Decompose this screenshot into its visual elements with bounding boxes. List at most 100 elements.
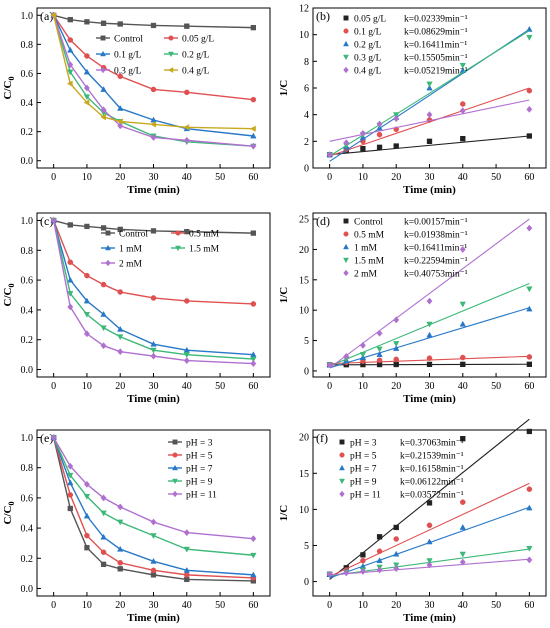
legend-entry: pH = 5 k=0.21539min⁻¹ xyxy=(339,452,464,462)
data-point xyxy=(343,569,350,577)
data-point xyxy=(426,84,433,91)
data-point xyxy=(117,73,123,80)
x-tick-label: 10 xyxy=(358,600,368,611)
series-line xyxy=(52,220,254,356)
data-point xyxy=(100,549,107,556)
data-point xyxy=(376,557,383,564)
data-point xyxy=(526,428,533,435)
x-tick-label: 40 xyxy=(458,172,468,183)
legend-entry: pH = 9 xyxy=(168,478,213,488)
data-point xyxy=(359,129,366,137)
y-tick-label: 1.0 xyxy=(21,433,34,444)
panel-label: (c) xyxy=(40,214,53,228)
chart-panel-b: 0 10 20 30 40 50 60 0 2 4 6 8 10 12 Time (min) 1/C (b) 0.… xyxy=(278,4,547,196)
legend-label: 0.3 g/L xyxy=(114,67,142,77)
data-point xyxy=(83,297,91,304)
data-point xyxy=(150,121,156,128)
legend-label: 0.1 g/L xyxy=(114,51,142,61)
x-tick-label: 20 xyxy=(115,600,125,611)
data-point xyxy=(249,125,256,132)
data-point xyxy=(150,533,157,540)
data-point xyxy=(250,142,257,150)
legend-label: Control xyxy=(114,35,143,45)
data-point xyxy=(117,560,123,566)
panel-label: (a) xyxy=(40,9,53,23)
x-tick-label: 40 xyxy=(458,381,468,392)
fit-line xyxy=(329,135,530,156)
data-point xyxy=(83,480,90,488)
y-tick-label: 0 xyxy=(304,577,309,588)
data-point xyxy=(117,122,124,130)
legend-marker xyxy=(343,15,349,21)
legend-entry: 1 mM k=0.16411min⁻¹ xyxy=(343,244,467,254)
data-point xyxy=(526,25,533,32)
y-tick-label: 0.4 xyxy=(21,98,34,109)
legend-k-label: k=0.16158min⁻¹ xyxy=(400,465,464,475)
x-tick-label: 0 xyxy=(327,381,332,392)
y-tick-label: 15 xyxy=(299,469,309,480)
data-point xyxy=(184,298,190,304)
x-axis-label: Time (min) xyxy=(127,612,180,624)
data-point xyxy=(150,340,157,347)
data-point xyxy=(250,356,257,363)
x-axis-label: Time (min) xyxy=(403,612,456,624)
legend-marker xyxy=(172,490,178,498)
data-point xyxy=(117,545,124,552)
x-tick-label: 20 xyxy=(391,172,401,183)
legend-marker xyxy=(339,490,345,498)
series-line xyxy=(52,437,254,582)
legend-label: 0.5 mM xyxy=(189,230,220,240)
x-tick-label: 20 xyxy=(391,381,401,392)
legend-label: pH = 5 xyxy=(350,452,377,462)
y-tick-label: 0.2 xyxy=(21,335,34,346)
series-3 xyxy=(50,11,257,139)
legend-entry: pH = 7 k=0.16158min⁻¹ xyxy=(339,465,464,475)
data-point xyxy=(100,342,107,350)
legend-k-label: k=0.03572min⁻¹ xyxy=(400,491,464,501)
legend-marker xyxy=(175,245,181,252)
legend-marker xyxy=(172,452,178,458)
legend-entry: pH = 9 k=0.06122min⁻¹ xyxy=(339,478,464,488)
data-point xyxy=(360,552,366,558)
legend-label: 0.05 g/L xyxy=(354,15,386,25)
y-tick-label: 0.4 xyxy=(21,305,34,316)
legend-entry: 2 mM xyxy=(101,260,143,270)
data-point xyxy=(100,20,107,26)
y-axis-label: 1/C xyxy=(278,287,290,304)
series-line xyxy=(52,437,254,579)
data-point xyxy=(426,561,433,569)
legend-label: pH = 3 xyxy=(186,439,213,449)
data-point xyxy=(393,112,400,119)
data-point xyxy=(393,345,400,351)
data-point xyxy=(83,330,90,338)
x-tick-label: 40 xyxy=(182,381,192,392)
legend-entry: 0.05 g/L k=0.02339min⁻¹ xyxy=(343,15,468,25)
legend-entry: pH = 11 xyxy=(168,491,217,501)
x-tick-label: 10 xyxy=(82,600,92,611)
x-tick-label: 60 xyxy=(524,172,534,183)
series-5 xyxy=(326,556,533,578)
legend-entry: 0.2 g/L k=0.16411min⁻¹ xyxy=(343,41,467,51)
y-tick-label: 0.0 xyxy=(21,584,34,595)
y-tick-label: 10 xyxy=(299,306,309,317)
data-point xyxy=(393,143,399,149)
legend-entry: 2 mM k=0.40753min⁻¹ xyxy=(343,270,468,280)
data-point xyxy=(459,245,466,253)
data-point xyxy=(100,533,107,540)
data-point xyxy=(393,115,400,123)
data-point xyxy=(67,69,74,76)
data-point xyxy=(526,34,533,41)
data-point xyxy=(426,500,433,506)
series-1 xyxy=(50,217,257,236)
legend-label: 0.2 g/L xyxy=(354,41,382,51)
data-point xyxy=(67,222,73,228)
legend-entry: Control k=0.00157min⁻¹ xyxy=(343,218,468,228)
fit-line xyxy=(329,99,530,142)
data-point xyxy=(84,223,90,230)
data-point xyxy=(460,136,466,142)
legend-entry: 0.4 g/L xyxy=(164,67,210,77)
legend-k-label: k=0.01938min⁻¹ xyxy=(404,231,468,241)
data-point xyxy=(183,546,190,553)
series-1 xyxy=(50,12,257,31)
